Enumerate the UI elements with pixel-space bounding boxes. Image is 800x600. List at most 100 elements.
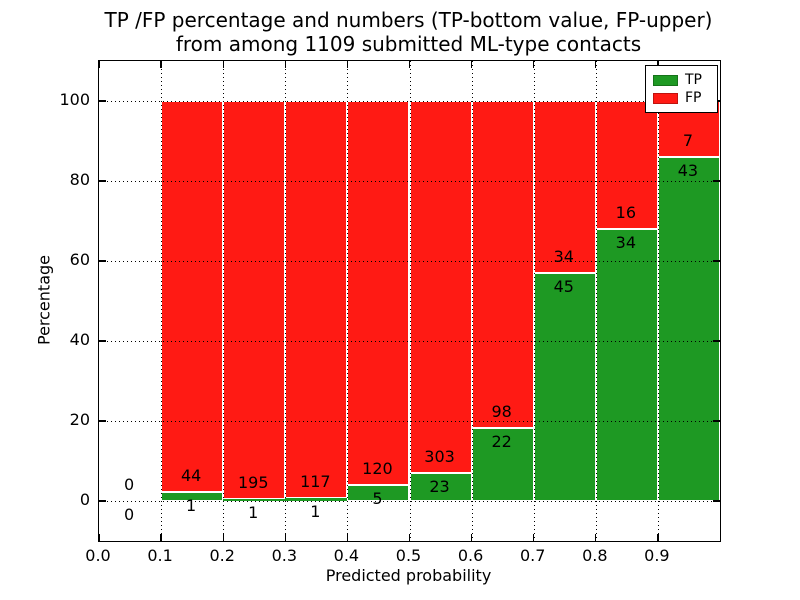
bar-segment-tp [285,497,348,501]
y-tick-label: 100 [59,90,90,109]
legend-label-fp: FP [685,90,702,106]
y-tick-mark [99,180,106,182]
x-tick-mark [657,61,659,68]
tp-count-label: 1 [186,496,197,516]
fp-count-label: 303 [424,446,455,466]
tp-count-label: 22 [491,431,512,451]
gridline-vertical [657,61,659,541]
x-tick-mark [595,61,597,68]
bar-segment-tp [223,498,286,501]
tp-count-label: 1 [310,501,321,521]
bar-segment-fp [471,101,534,428]
x-tick-mark [98,61,100,68]
x-tick-mark [346,534,349,541]
x-tick-label: 0.9 [644,546,670,565]
y-tick-mark [713,340,720,342]
legend-item-tp: TP [653,71,710,89]
bar-segment-tp [409,472,472,501]
y-tick-mark [99,340,106,342]
fp-count-label: 120 [362,459,393,478]
x-tick-label: 0.6 [457,546,484,565]
fp-count-label: 117 [300,471,331,491]
gridline-vertical [533,61,535,541]
x-tick-mark [222,61,224,68]
x-tick-mark [284,61,286,68]
y-tick-mark [713,420,720,422]
chart-title-line1: TP /FP percentage and numbers (TP-bottom… [104,8,713,32]
x-tick-mark [657,534,659,541]
x-tick-label: 0.4 [333,546,360,565]
bar-segment-fp [533,101,596,274]
fp-count-label: 195 [237,472,269,492]
x-tick-mark [160,61,162,68]
y-tick-label: 40 [69,330,90,349]
legend-item-fp: FP [653,89,710,107]
legend: TP FP [645,65,718,113]
y-tick-mark [99,260,106,262]
tp-count-label: 45 [553,277,574,297]
y-tick-mark [713,260,720,262]
x-axis-label: Predicted probability [325,566,492,585]
tp-count-label: 0 [123,505,135,524]
x-tick-label: 0.7 [519,546,546,565]
y-tick-mark [99,500,106,502]
fp-count-label: 16 [615,203,637,222]
x-tick-mark [98,534,100,541]
bar-segment-fp [347,101,410,485]
legend-label-tp: TP [685,72,702,88]
gridline-vertical [409,61,411,541]
fp-count-label: 0 [123,475,135,494]
gridline-vertical [595,61,597,541]
plot-area [98,60,721,542]
y-tick-label: 80 [69,170,90,189]
y-tick-label: 0 [79,490,90,509]
bar-segment-tp [595,229,658,501]
bar-segment-tp [657,157,720,501]
y-tick-label: 20 [69,410,90,429]
fp-count-label: 98 [491,401,512,421]
x-tick-label: 0.5 [395,546,422,565]
x-tick-mark [595,534,597,541]
x-tick-mark [284,534,286,541]
fp-count-label: 7 [682,131,694,150]
x-tick-mark [533,61,535,68]
tp-count-label: 34 [615,233,637,252]
x-tick-mark [408,534,411,541]
bar-segment-tp [533,273,596,501]
gridline-vertical [347,61,349,541]
bar-segment-fp [595,101,658,229]
gridline-vertical [223,61,225,541]
x-tick-mark [160,534,162,541]
tp-count-label: 23 [429,476,450,496]
gridline-vertical [285,61,287,541]
y-tick-mark [713,500,720,502]
y-tick-label: 60 [69,250,90,269]
legend-swatch-fp [653,92,678,104]
chart-title-line2: from among 1109 submitted ML-type contac… [175,32,642,56]
x-tick-mark [346,61,349,68]
x-tick-label: 0.3 [271,546,298,565]
y-tick-mark [99,420,106,422]
bar-segment-fp [285,101,348,498]
x-tick-mark [470,534,473,541]
x-tick-label: 0.8 [582,546,608,565]
chart-title: TP /FP percentage and numbers (TP-bottom… [98,8,719,56]
gridline-vertical [161,61,163,541]
legend-swatch-tp [653,74,678,86]
bar-segment-fp [409,101,472,473]
x-tick-label: 0.1 [147,546,173,565]
y-tick-mark [99,100,106,102]
gridline-vertical [471,61,473,541]
fp-count-label: 44 [180,466,202,486]
bar-segment-fp [161,101,224,493]
tp-count-label: 43 [677,161,699,180]
x-tick-label: 0.0 [85,546,111,565]
tp-count-label: 5 [372,489,383,508]
fp-count-label: 34 [553,247,574,267]
x-tick-label: 0.2 [209,546,235,565]
y-tick-mark [713,180,720,182]
x-tick-mark [470,61,473,68]
bar-segment-tp [471,427,534,501]
x-tick-mark [408,61,411,68]
